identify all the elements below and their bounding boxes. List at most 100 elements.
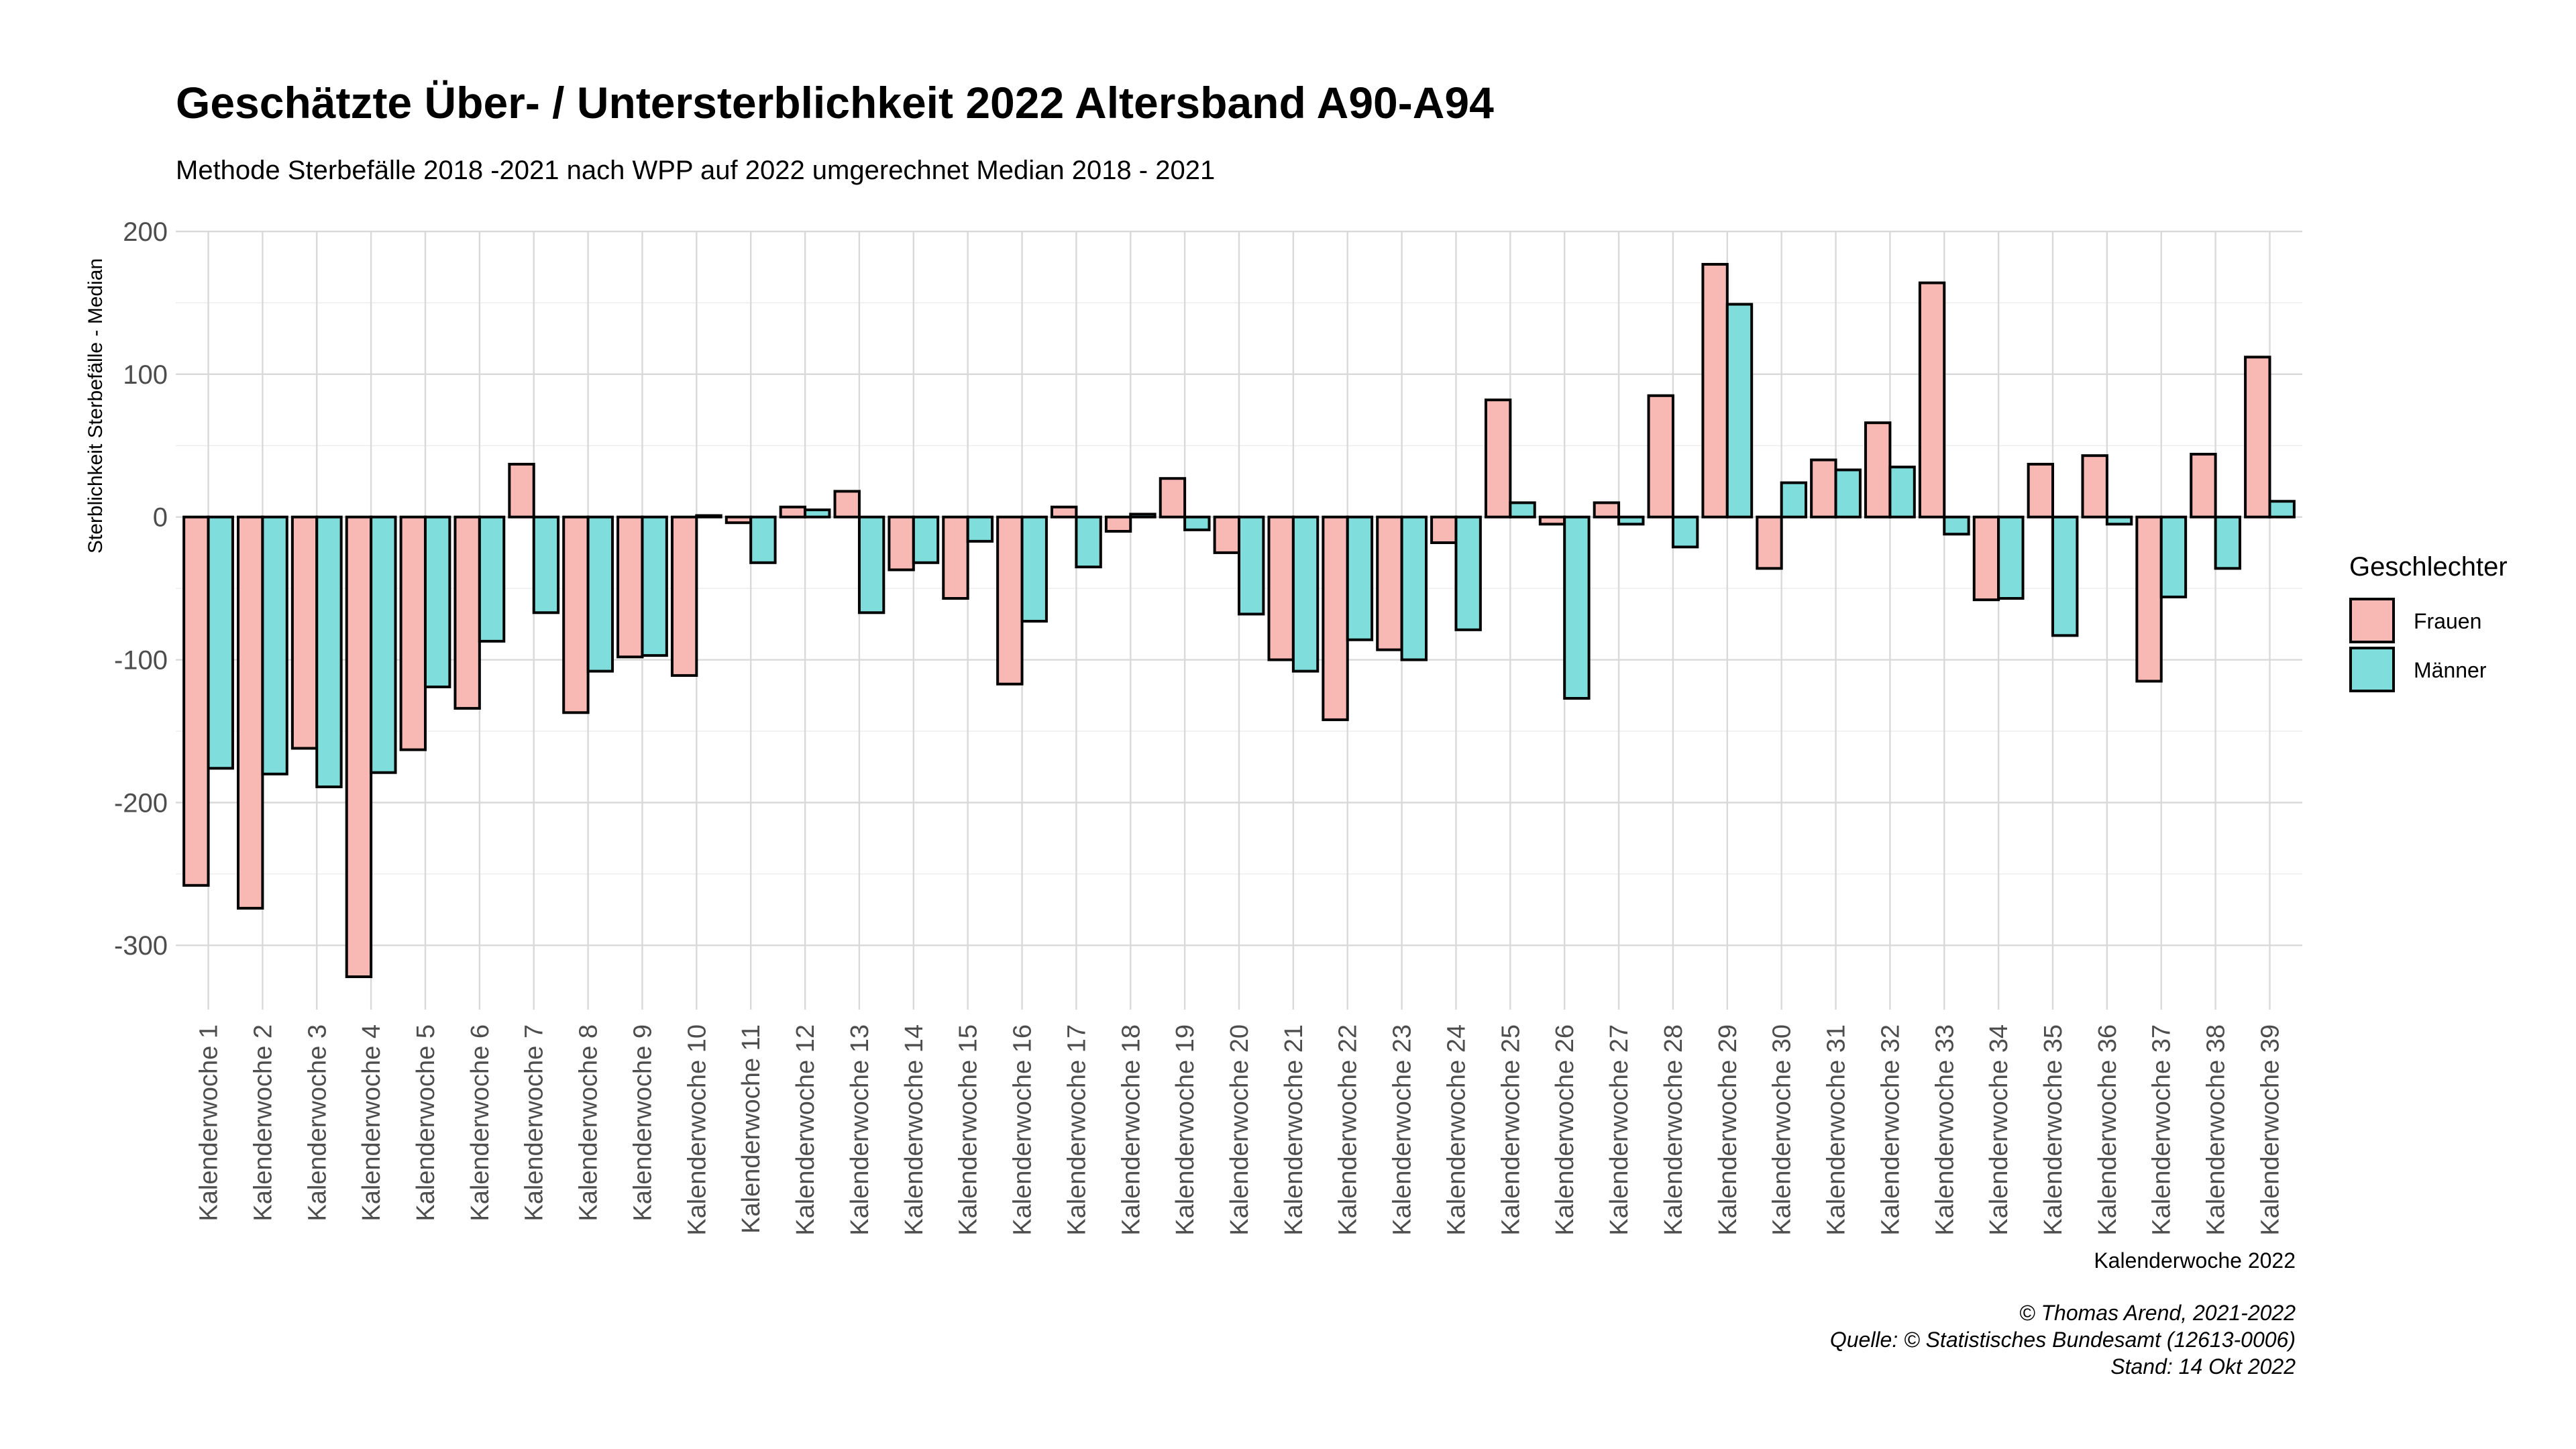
bar-frauen-25 xyxy=(1484,398,1512,519)
legend-label-frauen: Frauen xyxy=(2414,609,2481,633)
x-tick-label: Kalenderwoche 2 xyxy=(249,1024,277,1222)
y-axis-label: Sterblichkeit Sterbefälle - Median xyxy=(85,258,107,553)
x-tick-label: Kalenderwoche 29 xyxy=(1714,1024,1742,1236)
bar-frauen-22 xyxy=(1322,515,1349,721)
chart-subtitle: Methode Sterbefälle 2018 -2021 nach WPP … xyxy=(176,156,1215,185)
bar-mnner-33 xyxy=(1943,515,1970,536)
bar-mnner-15 xyxy=(966,515,994,543)
x-tick-label: Kalenderwoche 22 xyxy=(1334,1024,1362,1236)
bar-frauen-30 xyxy=(1756,515,1783,570)
caption: © Thomas Arend, 2021-2022 Quelle: © Stat… xyxy=(1830,1301,2296,1379)
bar-frauen-29 xyxy=(1701,262,1729,519)
bar-mnner-35 xyxy=(2051,515,2079,637)
legend-label-maenner: Männer xyxy=(2414,658,2487,682)
bar-mnner-23 xyxy=(1400,515,1428,661)
x-tick-label: Kalenderwoche 32 xyxy=(1876,1024,1904,1236)
x-tick-label: Kalenderwoche 18 xyxy=(1117,1024,1145,1236)
y-tick-label: 200 xyxy=(123,217,168,247)
bar-mnner-9 xyxy=(641,515,668,657)
x-tick-label: Kalenderwoche 6 xyxy=(466,1024,494,1222)
y-tick-label: -100 xyxy=(114,646,168,676)
bar-frauen-36 xyxy=(2081,454,2108,519)
bar-mnner-29 xyxy=(1725,303,1754,519)
bar-frauen-15 xyxy=(942,515,969,600)
x-tick-label: Kalenderwoche 5 xyxy=(412,1024,440,1222)
bar-frauen-28 xyxy=(1647,394,1674,519)
x-tick-label: Kalenderwoche 24 xyxy=(1442,1024,1470,1236)
bar-frauen-6 xyxy=(453,515,481,710)
y-tick-label: 0 xyxy=(153,503,168,533)
caption-date: Stand: 14 Okt 2022 xyxy=(2110,1354,2296,1379)
caption-source: Quelle: © Statistisches Bundesamt (12613… xyxy=(1830,1328,2296,1352)
x-tick-label: Kalenderwoche 12 xyxy=(792,1024,820,1236)
bar-mnner-25 xyxy=(1509,501,1536,519)
bar-frauen-20 xyxy=(1213,515,1241,554)
x-tick-label: Kalenderwoche 13 xyxy=(846,1024,874,1236)
bar-mnner-22 xyxy=(1346,515,1374,641)
y-tick-label: -300 xyxy=(114,931,168,961)
x-tick-label: Kalenderwoche 15 xyxy=(955,1024,983,1236)
bar-mnner-28 xyxy=(1671,515,1699,549)
bar-mnner-1 xyxy=(207,515,234,770)
x-tick-label: Kalenderwoche 30 xyxy=(1768,1024,1796,1236)
bar-mnner-13 xyxy=(857,515,885,614)
bar-mnner-17 xyxy=(1075,515,1102,569)
bar-mnner-11 xyxy=(749,515,777,564)
bar-frauen-4 xyxy=(345,515,373,979)
x-tick-label: Kalenderwoche 37 xyxy=(2148,1024,2176,1236)
caption-copyright: © Thomas Arend, 2021-2022 xyxy=(2019,1301,2296,1325)
x-tick-label: Kalenderwoche 23 xyxy=(1389,1024,1417,1236)
legend-swatch-maenner xyxy=(2349,647,2395,692)
x-tick-label: Kalenderwoche 7 xyxy=(521,1024,549,1222)
x-tick-label: Kalenderwoche 34 xyxy=(1985,1024,2013,1236)
x-tick-label: Kalenderwoche 11 xyxy=(737,1024,765,1234)
bar-frauen-10 xyxy=(670,515,698,677)
bar-mnner-8 xyxy=(586,515,614,673)
bar-frauen-19 xyxy=(1159,477,1187,519)
bar-mnner-5 xyxy=(423,515,451,688)
bar-mnner-2 xyxy=(261,515,288,775)
bar-mnner-6 xyxy=(478,515,506,643)
bar-mnner-14 xyxy=(912,515,940,564)
x-tick-label: Kalenderwoche 26 xyxy=(1551,1024,1579,1236)
y-tick-label: -200 xyxy=(114,788,168,818)
bar-mnner-36 xyxy=(2105,515,2133,526)
bar-frauen-12 xyxy=(779,505,807,519)
x-tick-label: Kalenderwoche 14 xyxy=(900,1024,928,1236)
bar-frauen-34 xyxy=(1972,515,2000,602)
bar-mnner-4 xyxy=(370,515,397,774)
bar-frauen-8 xyxy=(562,515,590,714)
bar-frauen-21 xyxy=(1267,515,1295,661)
bar-frauen-26 xyxy=(1538,515,1566,526)
bar-frauen-2 xyxy=(236,515,264,910)
x-tick-label: Kalenderwoche 31 xyxy=(1823,1024,1851,1236)
bar-mnner-3 xyxy=(315,515,343,788)
bar-frauen-18 xyxy=(1104,515,1132,533)
x-tick-label: Kalenderwoche 10 xyxy=(683,1024,711,1236)
bar-frauen-31 xyxy=(1810,458,1837,519)
x-tick-label: Kalenderwoche 20 xyxy=(1226,1024,1254,1236)
bar-frauen-3 xyxy=(290,515,319,750)
bar-mnner-27 xyxy=(1617,515,1645,526)
bar-frauen-9 xyxy=(616,515,644,659)
chart-title: Geschätzte Über- / Untersterblichkeit 20… xyxy=(176,78,1494,127)
bar-mnner-32 xyxy=(1888,466,1916,519)
x-tick-label: Kalenderwoche 35 xyxy=(2039,1024,2068,1236)
x-tick-label: Kalenderwoche 8 xyxy=(575,1024,603,1222)
bar-mnner-16 xyxy=(1020,515,1048,623)
x-axis-label: Kalenderwoche 2022 xyxy=(2094,1248,2296,1273)
bar-mnner-26 xyxy=(1563,515,1591,700)
bar-frauen-39 xyxy=(2244,356,2271,519)
x-tick-label: Kalenderwoche 36 xyxy=(2094,1024,2122,1236)
bar-mnner-37 xyxy=(2159,515,2188,598)
x-tick-label: Kalenderwoche 39 xyxy=(2256,1024,2284,1236)
bar-frauen-23 xyxy=(1376,515,1403,651)
x-tick-label: Kalenderwoche 17 xyxy=(1063,1024,1091,1236)
bar-frauen-16 xyxy=(996,515,1024,686)
x-tick-label: Kalenderwoche 1 xyxy=(195,1024,223,1222)
bar-frauen-14 xyxy=(888,515,915,572)
bar-mnner-18 xyxy=(1129,513,1157,519)
bar-mnner-31 xyxy=(1834,468,1862,519)
x-tick-label: Kalenderwoche 21 xyxy=(1280,1024,1308,1236)
bar-mnner-30 xyxy=(1780,481,1808,519)
